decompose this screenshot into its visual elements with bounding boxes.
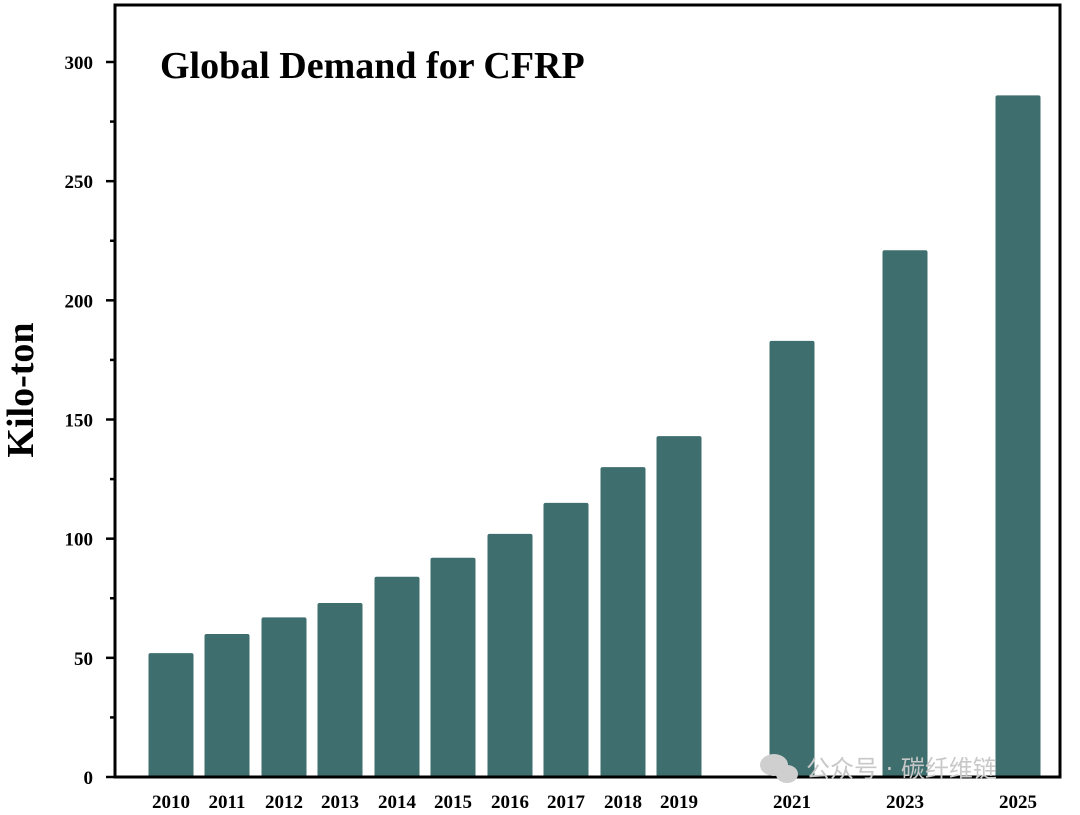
x-tick-label-2018: 2018	[604, 792, 642, 813]
y-tick-label-100: 100	[65, 530, 94, 551]
plot-frame	[113, 3, 1062, 779]
y-tick-label-0: 0	[84, 768, 94, 789]
bar-2010	[148, 653, 194, 777]
y-tick-label-150: 150	[65, 411, 94, 432]
y-tick-label-250: 250	[65, 172, 94, 193]
bar-2016	[487, 533, 533, 777]
bar-2021	[769, 340, 815, 777]
y-axis-label: Kilo-ton	[0, 322, 42, 457]
x-tick-label-2010: 2010	[152, 792, 190, 813]
bar-2023	[882, 250, 928, 778]
bar-2025	[995, 95, 1041, 777]
wechat-icon	[760, 754, 798, 783]
x-tick-label-2023: 2023	[886, 792, 924, 813]
y-ticks: 0 50 100 150 200 250 300	[65, 53, 115, 789]
y-tick-label-200: 200	[65, 291, 94, 312]
watermark-text: 公众号 · 碳纤维链	[806, 755, 997, 783]
x-tick-label-2011: 2011	[209, 792, 246, 813]
y-tick-label-300: 300	[65, 53, 94, 74]
bar-2018	[600, 467, 646, 777]
bar-2013	[317, 603, 363, 777]
x-tick-label-2016: 2016	[491, 792, 529, 813]
bars-layer	[148, 95, 1041, 778]
x-ticks: 2010 2011 2012 2013 2014 2015 2016 2017 2018 2019…	[152, 792, 1037, 813]
x-tick-label-2025: 2025	[999, 792, 1037, 813]
watermark: 公众号 · 碳纤维链	[760, 754, 997, 783]
bar-2011	[204, 634, 250, 777]
x-tick-label-2014: 2014	[378, 792, 417, 813]
x-tick-label-2019: 2019	[660, 792, 698, 813]
bar-2019	[656, 436, 702, 777]
x-tick-label-2012: 2012	[265, 792, 303, 813]
x-tick-label-2013: 2013	[321, 792, 359, 813]
y-tick-label-50: 50	[74, 649, 93, 670]
bar-2015	[430, 557, 476, 777]
bar-2012	[261, 617, 307, 777]
bar-2017	[543, 502, 589, 777]
x-tick-label-2017: 2017	[547, 792, 586, 813]
chart-title: Global Demand for CFRP	[160, 45, 585, 87]
x-tick-label-2021: 2021	[773, 792, 811, 813]
bar-2014	[374, 576, 420, 777]
x-tick-label-2015: 2015	[434, 792, 472, 813]
